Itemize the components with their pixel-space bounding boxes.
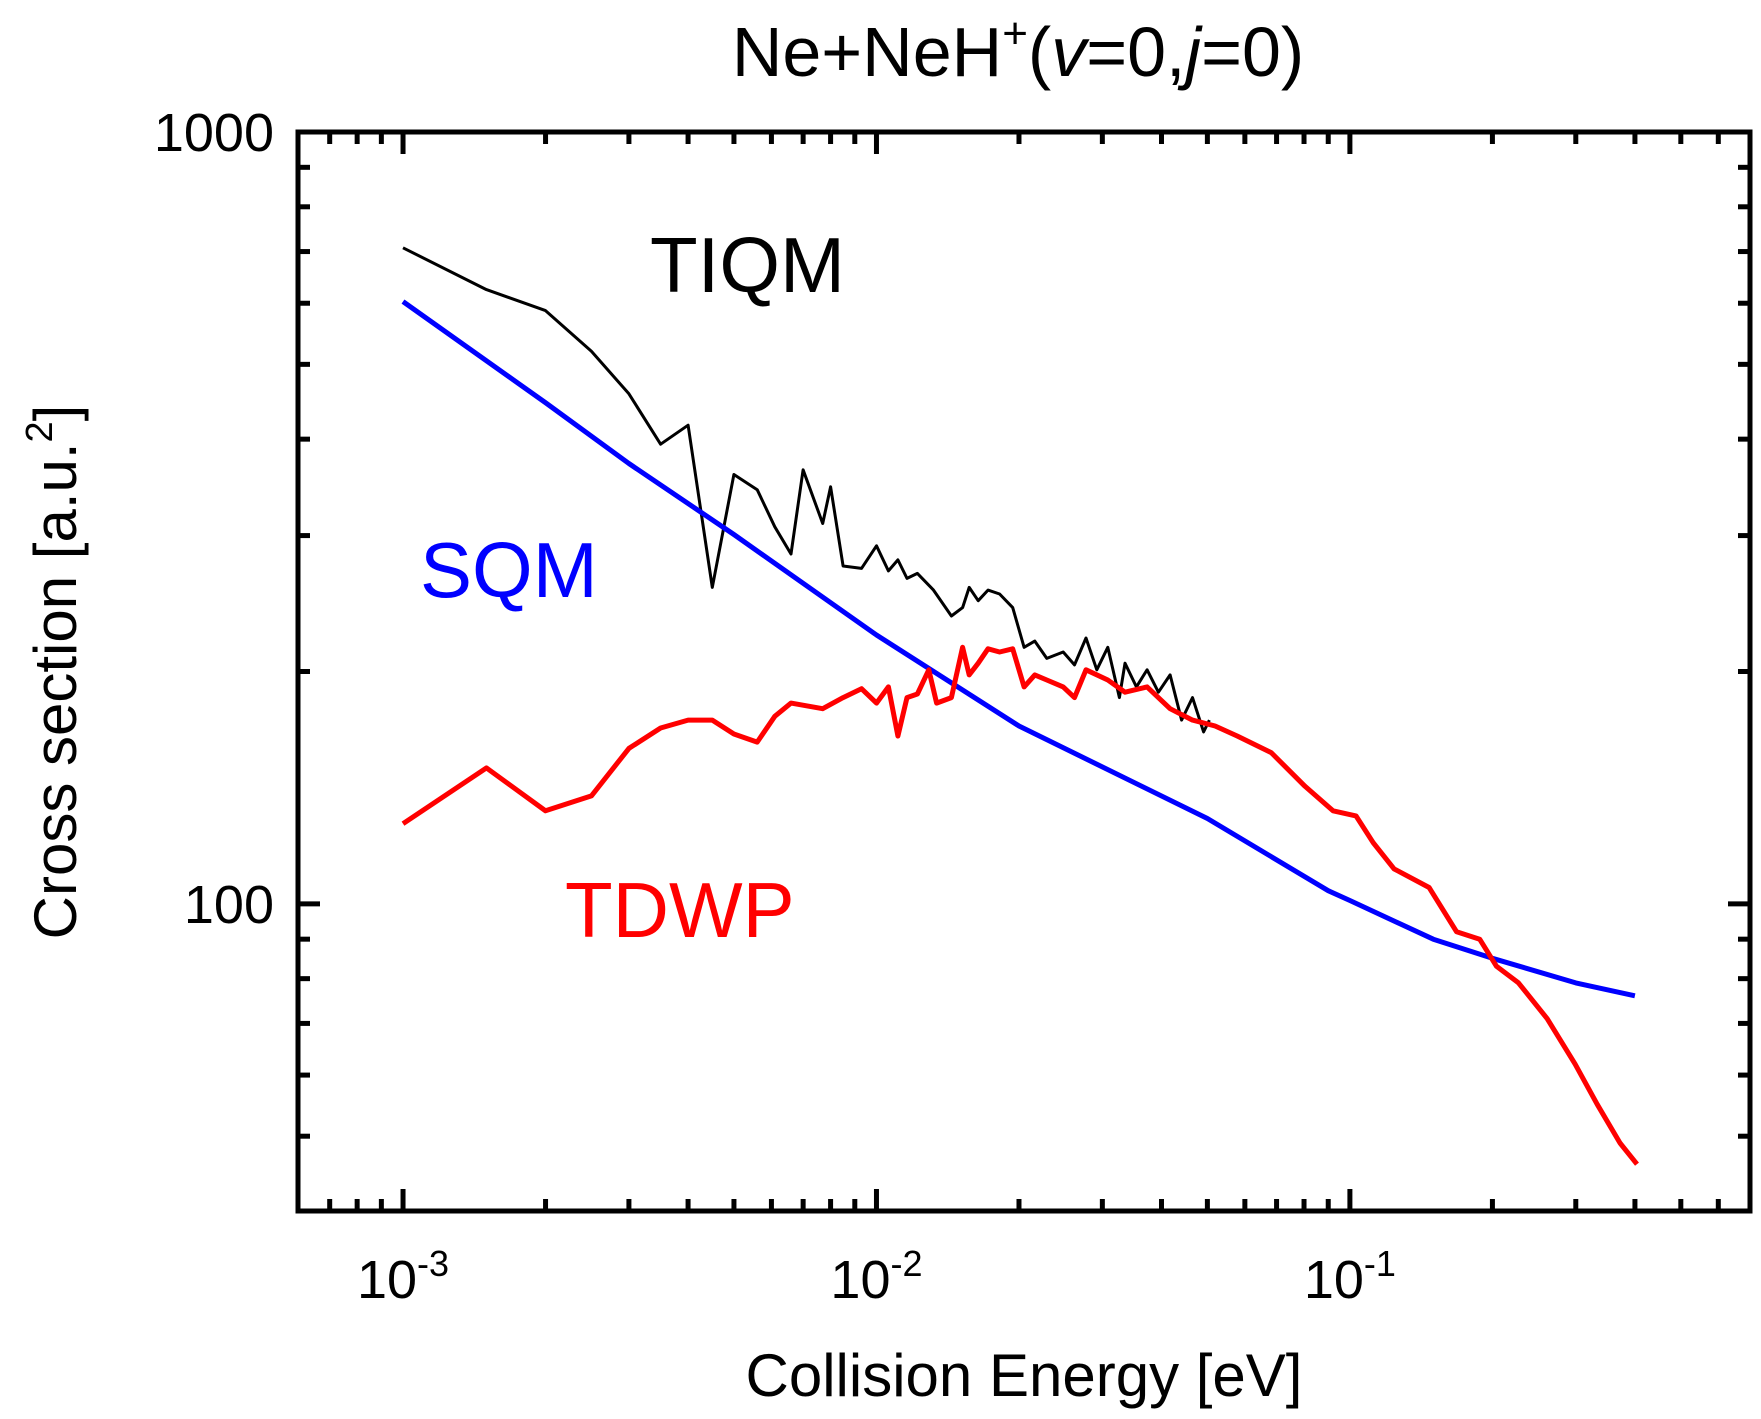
series-line-tiqm	[402, 246, 1211, 734]
plot-frame	[295, 129, 1753, 1214]
y-tick-label: 100	[184, 875, 274, 935]
series-layer	[401, 246, 1639, 1166]
series-line-tdwp	[401, 644, 1639, 1166]
x-tick-label: 10-1	[1304, 1243, 1396, 1310]
ticks-layer: 10-3 10-2 10-1 1000 100	[154, 103, 1750, 1310]
series-label-tdwp: TDWP	[565, 866, 795, 954]
y-axis-label: Cross section [a.u.2]	[19, 405, 89, 940]
x-tick-label: 10-3	[357, 1243, 449, 1310]
series-label-sqm: SQM	[420, 526, 598, 614]
y-tick-label: 1000	[154, 103, 274, 163]
chart-title: Ne+NeH+(v=0,j=0)	[732, 9, 1304, 91]
series-label-tiqm: TIQM	[650, 221, 845, 309]
x-axis-label: Collision Energy [eV]	[746, 1342, 1303, 1409]
x-tick-label: 10-2	[830, 1243, 922, 1310]
